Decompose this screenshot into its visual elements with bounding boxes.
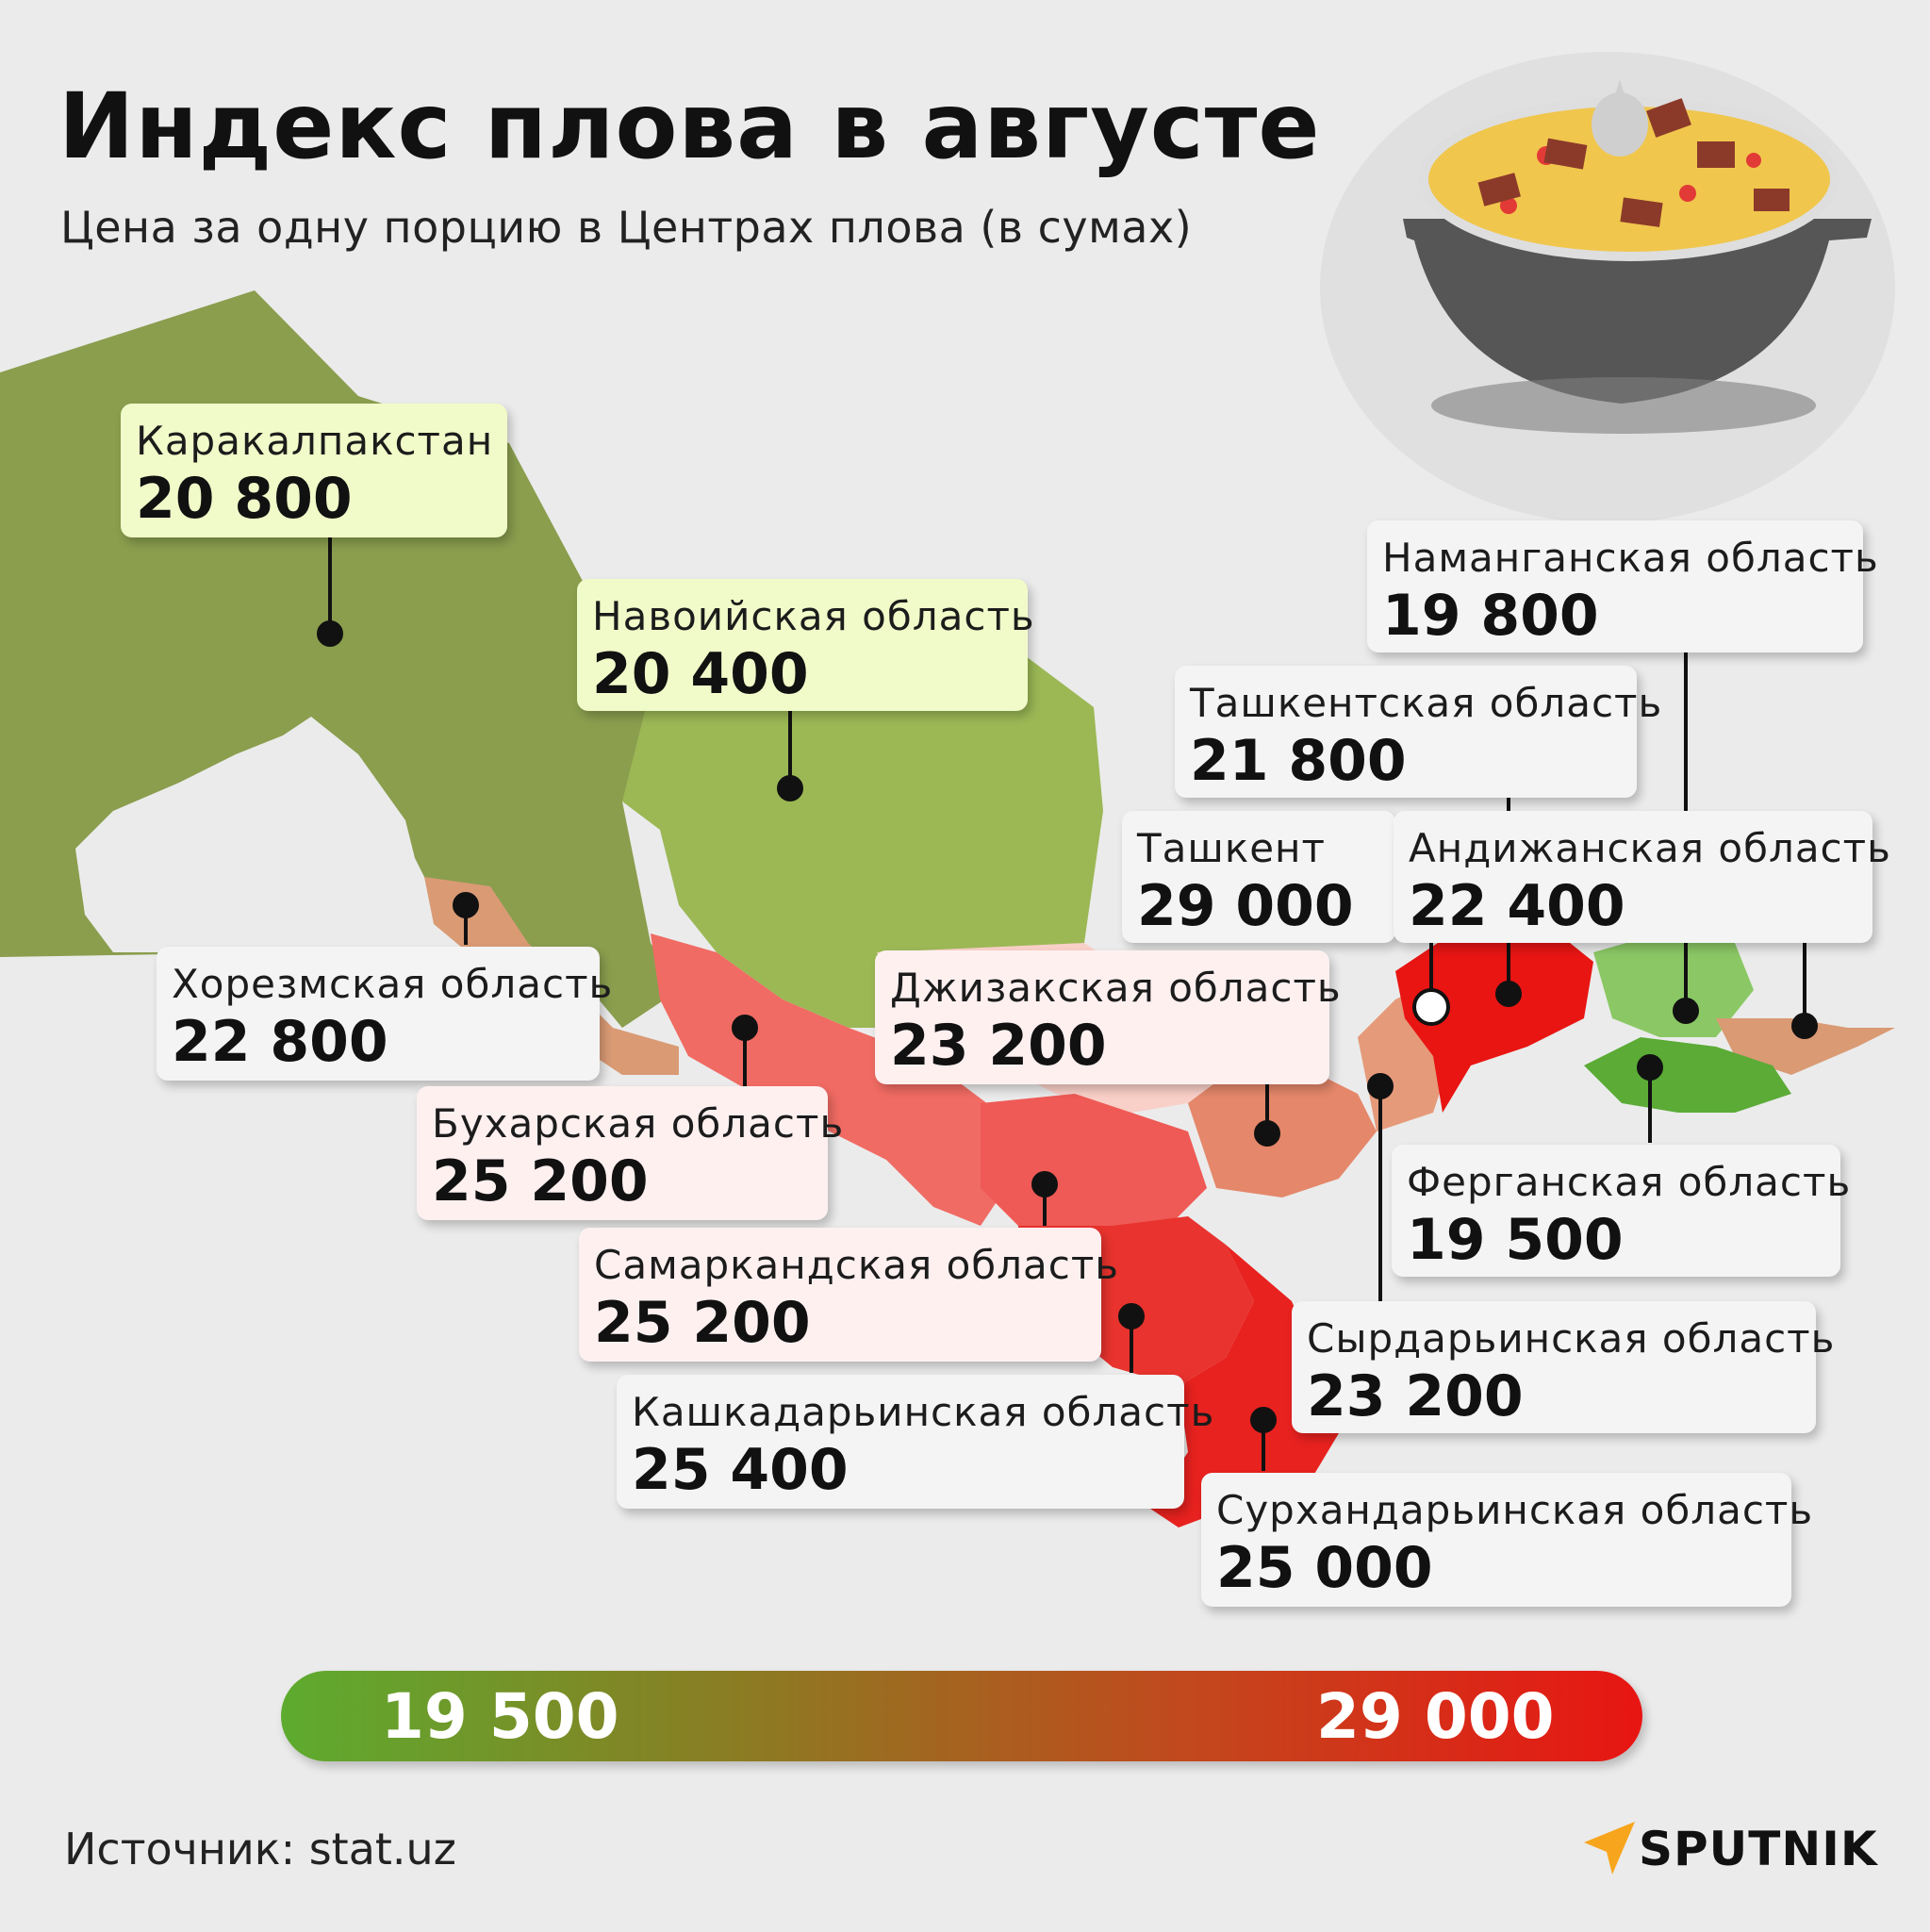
region-name: Сырдарьинская область (1307, 1315, 1836, 1362)
brand-name: SPUTNIK (1639, 1822, 1878, 1876)
label-tashkent-city: Ташкент 29 000 (1122, 811, 1395, 943)
region-name: Ташкентская область (1190, 680, 1663, 726)
label-surkhandarya: Сурхандарьинская область 25 000 (1201, 1473, 1814, 1607)
leader-lines (317, 536, 1818, 1471)
region-price: 29 000 (1137, 873, 1354, 939)
region-name: Каракалпакстан (136, 418, 494, 464)
region-price: 20 400 (592, 641, 809, 707)
region-andijan (1716, 1018, 1895, 1075)
label-navoi: Навоийская область 20 400 (577, 579, 1035, 711)
region-price: 23 200 (1307, 1363, 1524, 1429)
region-name: Андижанская область (1409, 825, 1891, 871)
region-price: 25 400 (632, 1437, 849, 1503)
region-syrdarya (1188, 1065, 1377, 1197)
label-tashkent-oblast: Ташкентская область 21 800 (1175, 666, 1663, 798)
label-andijan: Андижанская область 22 400 (1394, 811, 1891, 943)
region-name: Самаркандская область (594, 1242, 1120, 1288)
region-name: Наманганская область (1382, 535, 1879, 581)
region-name: Навоийская область (592, 593, 1035, 639)
region-fergana (1584, 1037, 1791, 1113)
region-bukhara (651, 933, 1018, 1226)
label-kashkadarya: Кашкадарьинская область 25 400 (617, 1375, 1215, 1509)
sputnik-logo-icon (1584, 1822, 1635, 1874)
page-subtitle: Цена за одну порцию в Центрах плова (в с… (60, 202, 1193, 253)
legend-max-value: 29 000 (1316, 1680, 1555, 1753)
region-price: 25 200 (594, 1290, 811, 1356)
aral-sea (75, 717, 415, 952)
page-title: Индекс плова в августе (58, 74, 1321, 179)
label-fergana: Ферганская область 19 500 (1392, 1145, 1852, 1277)
label-bukhara: Бухарская область 25 200 (417, 1086, 845, 1220)
plov-pot-icon (1403, 79, 1872, 434)
legend-min-value: 19 500 (381, 1680, 619, 1753)
region-name: Джизакская область (890, 965, 1342, 1011)
region-price: 22 400 (1409, 873, 1625, 939)
label-syrdarya: Сырдарьинская область 23 200 (1292, 1301, 1836, 1433)
region-price: 25 200 (432, 1148, 649, 1214)
region-price: 23 200 (890, 1013, 1107, 1079)
label-jizzakh: Джизакская область 23 200 (875, 950, 1342, 1084)
source-credit: Источник: stat.uz (64, 1824, 456, 1874)
label-namangan: Наманганская область 19 800 (1367, 520, 1879, 652)
region-price: 22 800 (172, 1009, 388, 1075)
region-name: Ташкент (1137, 825, 1326, 871)
label-karakalpakstan: Каракалпакстан 20 800 (121, 404, 507, 537)
label-khorezm: Хорезмская область 22 800 (157, 947, 614, 1081)
region-samarkand (981, 1094, 1207, 1226)
region-price: 25 000 (1216, 1535, 1433, 1601)
tashkent-city-marker (1412, 988, 1450, 1026)
region-name: Хорезмская область (172, 961, 614, 1007)
region-name: Бухарская область (432, 1100, 845, 1147)
region-price: 21 800 (1190, 728, 1407, 794)
region-name: Кашкадарьинская область (632, 1389, 1215, 1435)
region-name: Сурхандарьинская область (1216, 1487, 1814, 1533)
price-legend-bar (281, 1671, 1642, 1761)
region-price: 19 800 (1382, 583, 1599, 649)
region-price: 19 500 (1407, 1207, 1624, 1273)
region-tashkent-city (1395, 924, 1593, 1113)
label-samarkand: Самаркандская область 25 200 (579, 1228, 1120, 1362)
region-name: Ферганская область (1407, 1159, 1852, 1205)
region-namangan (1593, 933, 1754, 1037)
region-price: 20 800 (136, 466, 353, 532)
region-navoi (622, 651, 1113, 1028)
